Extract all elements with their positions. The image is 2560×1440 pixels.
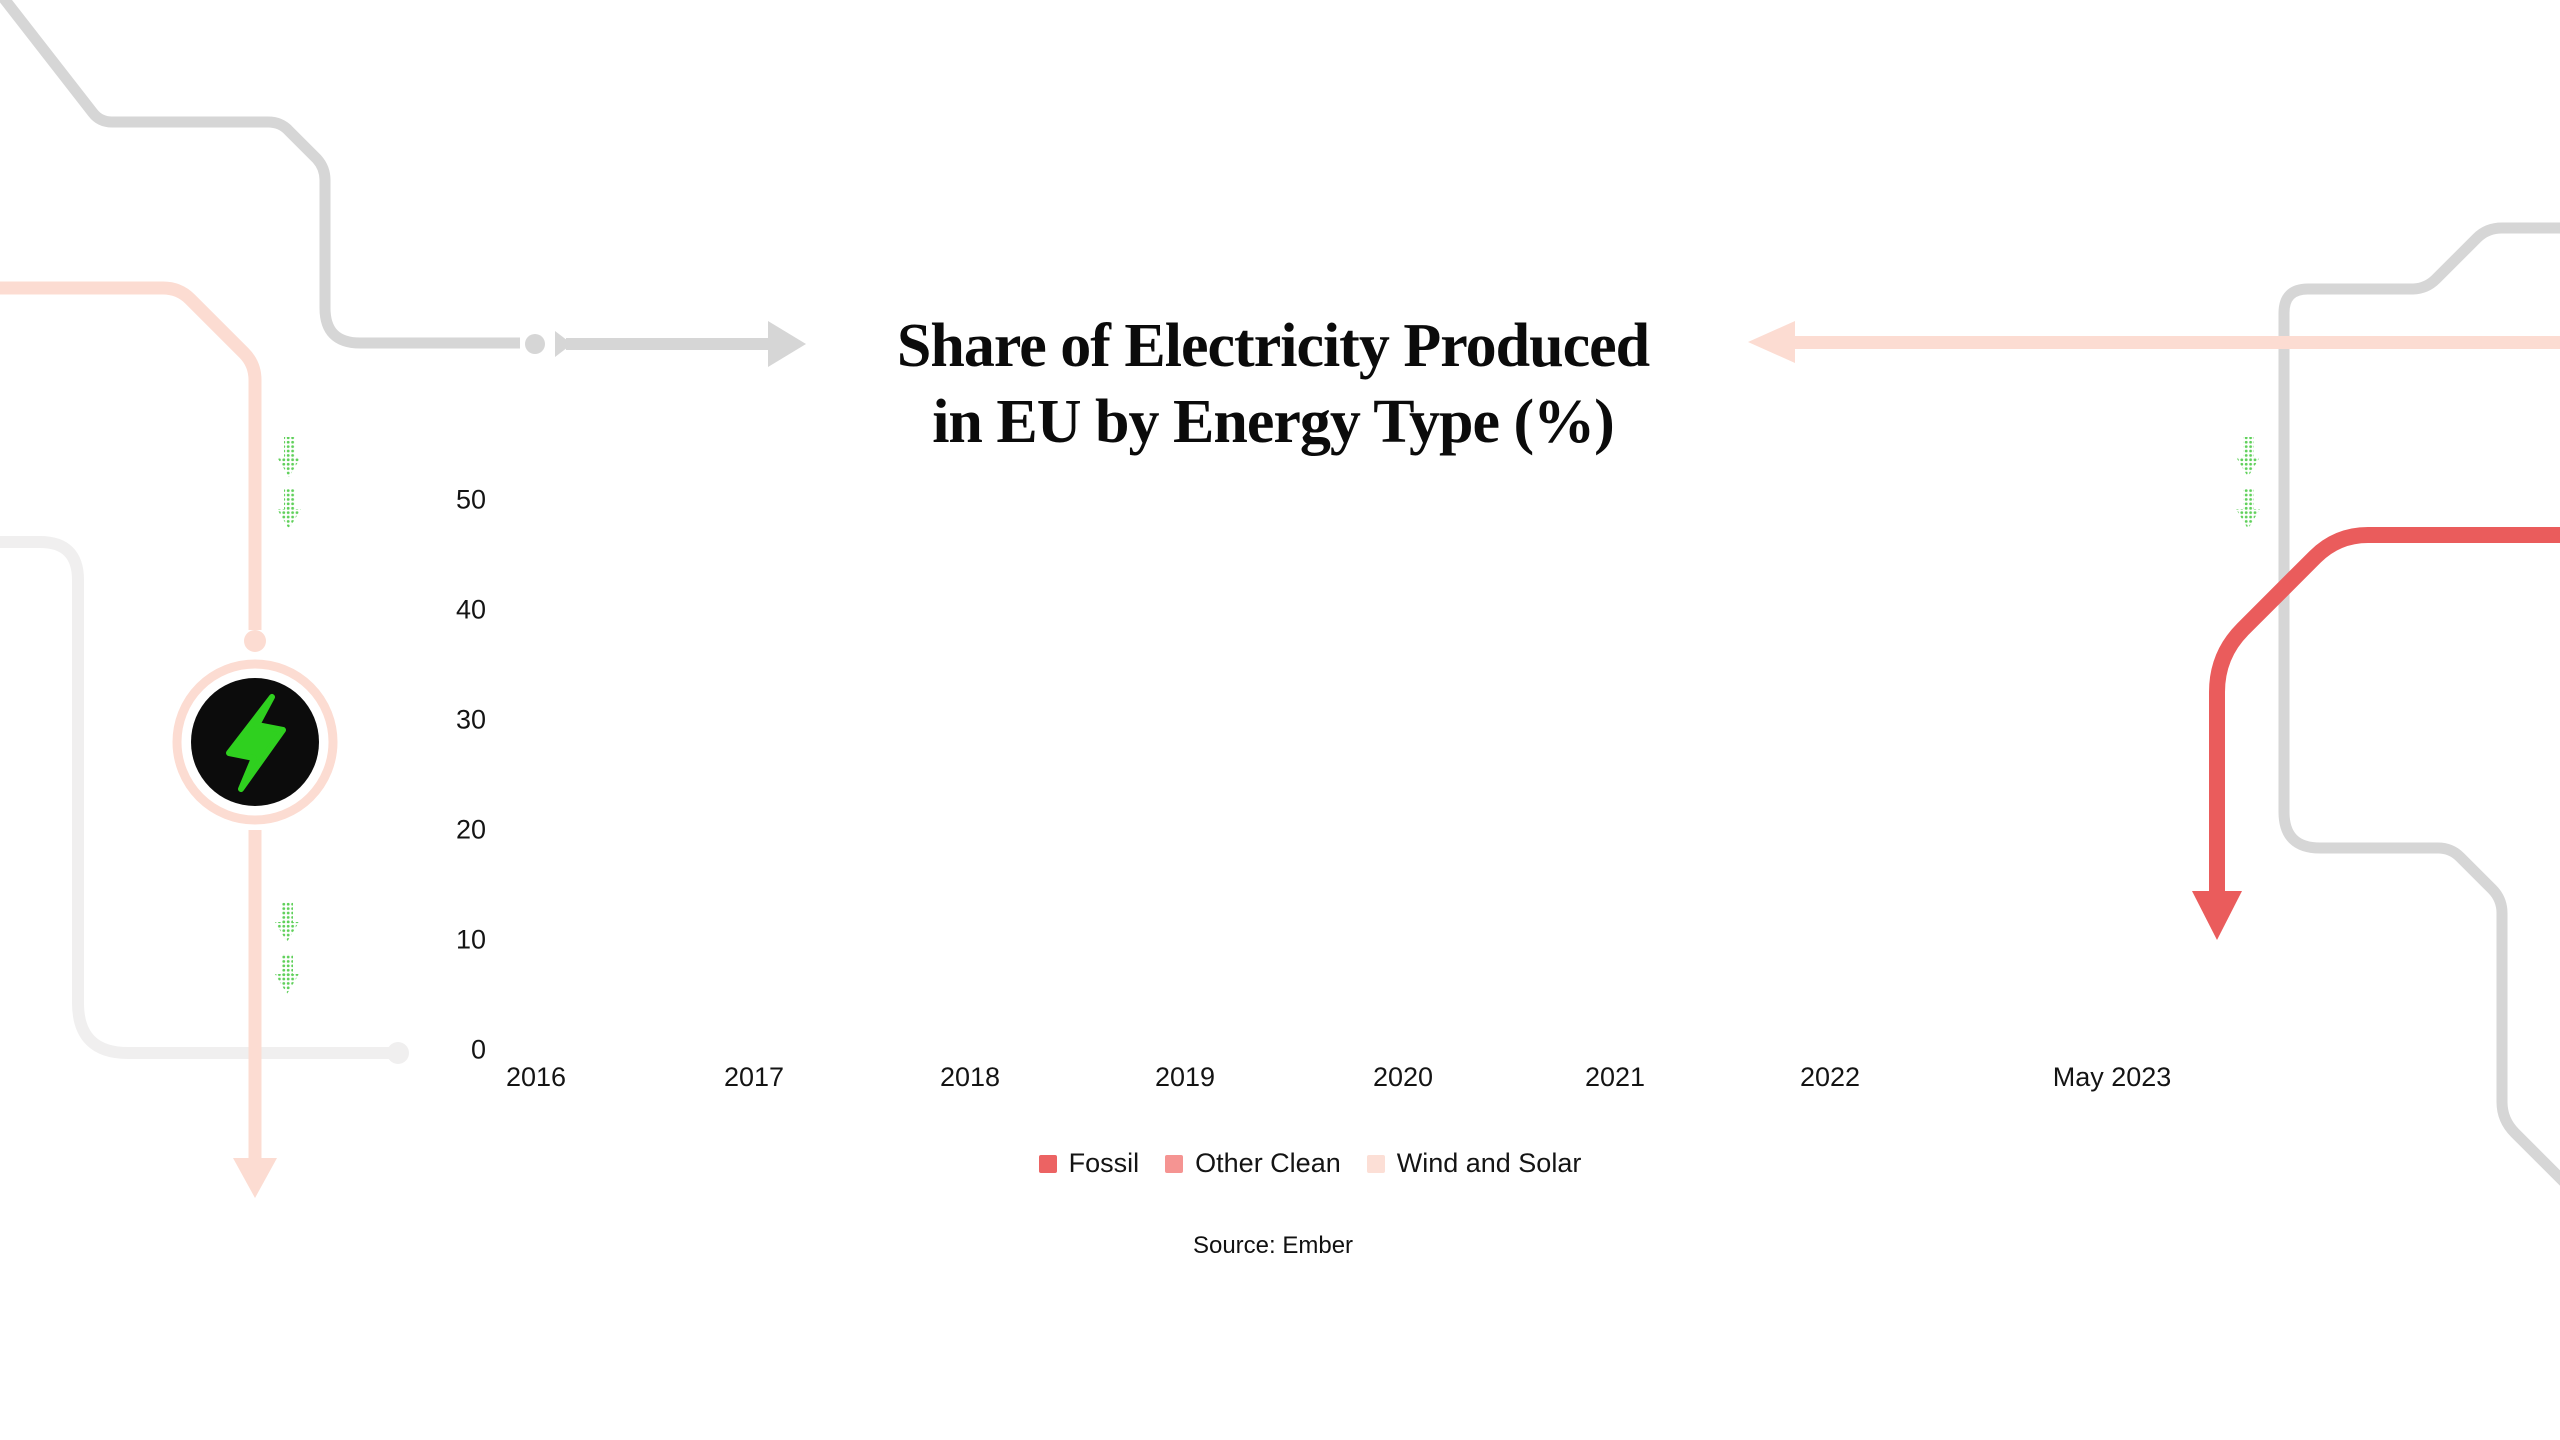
chart-legend: Fossil Other Clean Wind and Solar xyxy=(1000,1148,1620,1179)
x-axis-tick-2019: 2019 xyxy=(1154,1062,1216,1092)
legend-item-wind-and-solar: Wind and Solar xyxy=(1366,1148,1582,1179)
circuit-path-pink-left xyxy=(0,281,277,1198)
y-axis-tick-40: 40 xyxy=(455,594,486,625)
legend-item-other-clean: Other Clean xyxy=(1165,1148,1341,1179)
chart-title-line1: Share of Electricity Produced xyxy=(896,312,1650,380)
legend-swatch-fossil xyxy=(1038,1154,1057,1173)
lightning-bolt-glyph xyxy=(226,694,286,792)
green-double-down-arrow-icon xyxy=(275,902,299,994)
y-axis-tick-50: 50 xyxy=(455,484,486,515)
x-axis-tick-may2023: May 2023 xyxy=(2052,1062,2172,1092)
circuit-path-faint-gray xyxy=(0,536,409,1064)
legend-label-other-clean: Other Clean xyxy=(1195,1148,1341,1178)
legend-swatch-wind-and-solar xyxy=(1366,1154,1385,1173)
x-axis-tick-2017: 2017 xyxy=(723,1062,785,1092)
red-down-arrow-path xyxy=(2192,527,2560,940)
chart-title: Share of Electricity Produced in EU by E… xyxy=(573,308,1973,460)
connector-dot xyxy=(525,334,545,354)
red-arrowhead xyxy=(2192,891,2242,940)
y-axis-tick-20: 20 xyxy=(455,814,486,845)
path-end-dot xyxy=(387,1042,409,1064)
circuit-path-gray-topleft xyxy=(0,0,806,367)
x-axis-tick-2022: 2022 xyxy=(1799,1062,1861,1092)
pink-left-arrow-icon xyxy=(1748,321,2560,363)
green-double-down-arrow-icon xyxy=(2236,437,2260,529)
y-axis-tick-0: 0 xyxy=(470,1034,486,1065)
legend-swatch-other-clean xyxy=(1165,1154,1184,1173)
y-axis-tick-10: 10 xyxy=(455,924,486,955)
y-axis-tick-30: 30 xyxy=(455,704,486,735)
lightning-icon xyxy=(172,659,338,825)
source-note: Source: Ember xyxy=(1192,1232,1354,1259)
legend-label-fossil: Fossil xyxy=(1068,1148,1140,1178)
x-axis-tick-2018: 2018 xyxy=(939,1062,1001,1092)
pink-down-arrow-icon xyxy=(233,830,277,1198)
legend-item-fossil: Fossil xyxy=(1038,1148,1140,1179)
legend-label-wind-and-solar: Wind and Solar xyxy=(1396,1148,1582,1178)
green-double-down-arrow-icon xyxy=(277,437,301,529)
circuit-path-gray-right xyxy=(2278,222,2560,1186)
chart-title-line2: in EU by Energy Type (%) xyxy=(932,388,1615,456)
x-axis-tick-2016: 2016 xyxy=(505,1062,567,1092)
x-axis-tick-2020: 2020 xyxy=(1372,1062,1434,1092)
x-axis-tick-2021: 2021 xyxy=(1584,1062,1646,1092)
path-end-dot xyxy=(244,630,266,652)
gray-right-arrow-icon xyxy=(555,321,806,367)
